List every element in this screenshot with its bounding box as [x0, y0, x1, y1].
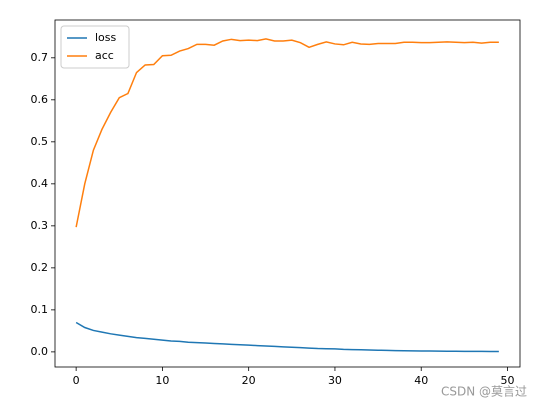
y-tick-label: 0.4 — [31, 177, 49, 190]
y-tick-label: 0.0 — [31, 345, 49, 358]
y-tick-label: 0.7 — [31, 51, 49, 64]
axes-frame — [54, 19, 521, 368]
legend-label: acc — [95, 49, 114, 62]
y-tick-label: 0.1 — [31, 303, 49, 316]
watermark: CSDN @莫言过 — [441, 385, 527, 399]
x-tick-label: 40 — [414, 374, 428, 387]
x-tick-label: 10 — [155, 374, 169, 387]
legend-box — [60, 25, 130, 69]
x-tick-label: 0 — [73, 374, 80, 387]
x-tick-label: 50 — [500, 374, 514, 387]
y-tick-label: 0.2 — [31, 261, 49, 274]
x-tick-label: 30 — [328, 374, 342, 387]
y-tick-label: 0.6 — [31, 93, 49, 106]
x-tick-label: 20 — [242, 374, 256, 387]
line — [75, 38, 499, 228]
legend-label: loss — [95, 31, 117, 44]
y-tick-label: 0.3 — [31, 219, 49, 232]
line — [75, 321, 499, 353]
y-tick-label: 0.5 — [31, 135, 49, 148]
